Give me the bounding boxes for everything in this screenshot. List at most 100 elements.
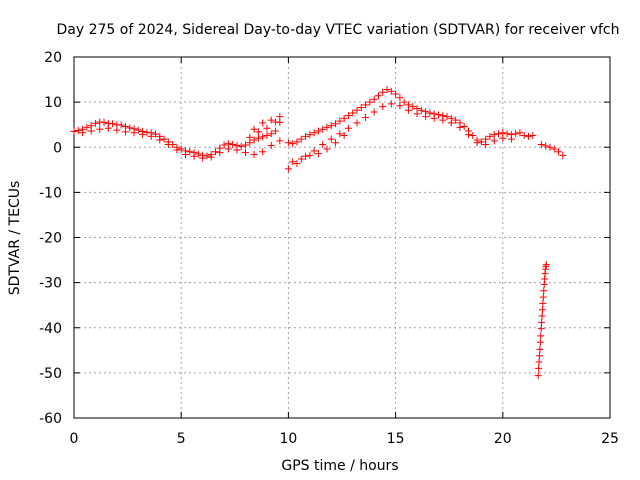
data-point <box>276 137 284 145</box>
y-axis-label: SDTVAR / TECUs <box>7 181 23 296</box>
data-point <box>379 103 387 111</box>
data-point <box>224 145 232 153</box>
data-point <box>357 104 365 112</box>
data-point <box>353 106 361 114</box>
x-tick-label: 15 <box>387 431 405 447</box>
data-point <box>250 125 258 133</box>
data-point <box>207 153 215 161</box>
data-point <box>259 133 267 141</box>
data-point <box>538 312 546 320</box>
y-tick-label: -60 <box>39 411 62 427</box>
series-lower-band <box>79 124 284 162</box>
data-point <box>539 293 547 301</box>
data-point <box>362 113 370 121</box>
data-point <box>456 123 464 131</box>
data-point <box>117 121 125 129</box>
data-point <box>344 112 352 120</box>
data-point <box>267 141 275 149</box>
tick-labels: 0 5 10 15 20 25 20 10 0 -10 -20 -30 -40 -50 -60 <box>39 50 619 447</box>
data-point <box>254 134 262 142</box>
data-point <box>370 95 378 103</box>
data-point <box>220 141 228 149</box>
data-point <box>396 94 404 102</box>
data-point <box>181 150 189 158</box>
data-point <box>134 126 142 134</box>
y-tick-label: -50 <box>39 366 62 382</box>
data-point <box>469 132 477 140</box>
data-point <box>417 106 425 114</box>
data-point <box>151 130 159 138</box>
data-point <box>349 109 357 117</box>
series-main <box>70 85 567 160</box>
data-point <box>482 141 490 149</box>
data-point <box>314 127 322 135</box>
data-point <box>74 127 82 135</box>
data-point <box>490 137 498 145</box>
data-point <box>79 129 87 137</box>
data-point <box>404 106 412 114</box>
data-point <box>237 142 245 150</box>
data-point <box>323 145 331 153</box>
data-point <box>250 150 258 158</box>
data-point <box>297 135 305 143</box>
data-point <box>212 148 220 156</box>
data-point <box>332 139 340 147</box>
data-point <box>535 358 543 366</box>
data-point <box>156 136 164 144</box>
data-point <box>250 136 258 144</box>
data-point <box>340 132 348 140</box>
series-outlier <box>534 261 550 380</box>
data-point <box>263 132 271 140</box>
data-point <box>539 299 547 307</box>
data-point <box>272 127 280 135</box>
data-point <box>486 132 494 140</box>
data-point <box>396 102 404 110</box>
data-point <box>490 131 498 139</box>
data-point <box>495 130 503 138</box>
data-point <box>160 135 168 143</box>
data-point <box>186 148 194 156</box>
data-point <box>529 132 537 140</box>
data-point <box>242 149 250 157</box>
data-point <box>327 122 335 130</box>
data-point <box>387 87 395 95</box>
data-point <box>314 150 322 158</box>
data-point <box>139 131 147 139</box>
data-point <box>130 129 138 137</box>
data-point <box>447 119 455 127</box>
data-point <box>353 119 361 127</box>
data-point <box>302 132 310 140</box>
data-point <box>70 127 78 135</box>
x-tick-label: 5 <box>177 431 186 447</box>
data-point <box>370 108 378 116</box>
x-tick-label: 10 <box>279 431 297 447</box>
data-point <box>254 128 262 136</box>
data-point <box>272 118 280 126</box>
data-point <box>387 100 395 108</box>
data-point <box>336 117 344 125</box>
data-point <box>284 139 292 147</box>
data-point <box>293 159 301 167</box>
data-point <box>190 152 198 160</box>
data-point <box>327 135 335 143</box>
data-point <box>383 85 391 93</box>
data-point <box>336 130 344 138</box>
data-points <box>70 85 567 380</box>
data-point <box>473 139 481 147</box>
data-point <box>91 119 99 127</box>
data-point <box>362 101 370 109</box>
data-point <box>534 372 542 380</box>
data-point <box>464 131 472 139</box>
data-point <box>259 119 267 127</box>
data-point <box>503 130 511 138</box>
y-tick-label: 10 <box>44 95 62 111</box>
data-point <box>267 130 275 138</box>
series-branch-a <box>284 100 515 173</box>
data-point <box>87 127 95 135</box>
data-point <box>267 116 275 124</box>
x-tick-label: 0 <box>70 431 79 447</box>
data-point <box>452 116 460 124</box>
data-point <box>366 98 374 106</box>
data-point <box>302 152 310 160</box>
